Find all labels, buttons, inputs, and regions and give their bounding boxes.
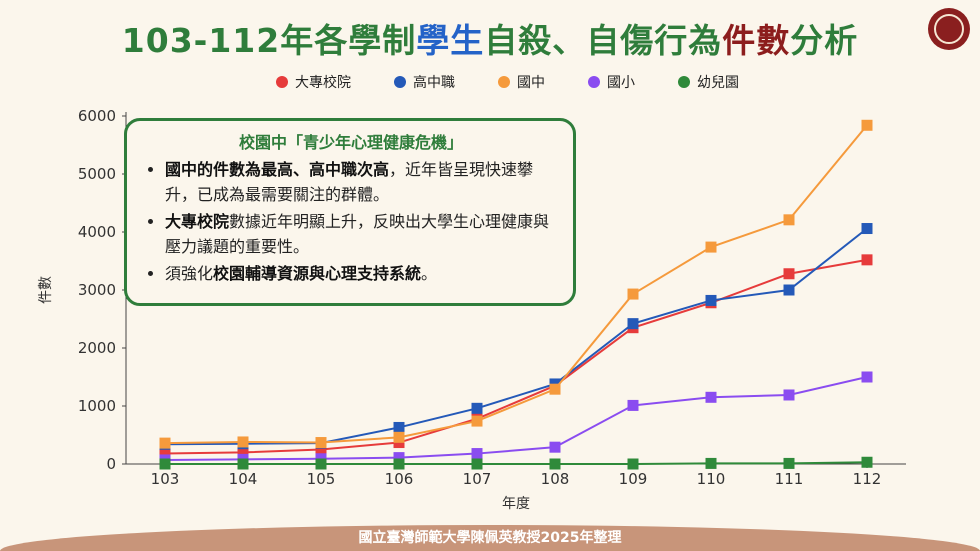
callout-list: 國中的件數為最高、高中職次高，近年皆呈現快速攀升，已成為最需要關注的群體。 大專… [143, 157, 559, 286]
series-line [164, 258, 868, 455]
data-point [237, 446, 249, 458]
data-point [705, 294, 717, 306]
data-point [861, 119, 873, 131]
data-point [393, 452, 405, 464]
data-point [549, 383, 561, 395]
data-point [705, 391, 717, 403]
callout-bullet-3-post: 。 [421, 264, 438, 283]
legend-marker [276, 76, 288, 88]
y-tick-label: 6000 [78, 107, 116, 125]
data-point [393, 458, 405, 470]
legend-label: 高中職 [413, 74, 455, 91]
title-part-5: 分析 [790, 21, 859, 60]
x-tick-label: 110 [697, 470, 726, 488]
data-point [627, 399, 639, 411]
data-point [861, 456, 873, 468]
title-part-2: 學生 [416, 21, 485, 60]
data-point [471, 415, 483, 427]
title-part-1: 103-112年各學制 [121, 21, 417, 60]
data-point [783, 457, 795, 469]
x-tick-label: 107 [463, 470, 492, 488]
university-seal-icon [928, 8, 970, 50]
data-point [471, 448, 483, 460]
legend-marker [394, 76, 406, 88]
data-point [159, 458, 171, 470]
data-point [471, 402, 483, 414]
x-tick-label: 108 [541, 470, 570, 488]
data-point [393, 421, 405, 433]
legend-label: 大專校院 [295, 74, 351, 91]
legend-label: 國中 [517, 75, 545, 91]
x-tick-label: 105 [307, 470, 336, 488]
y-tick-label: 2000 [78, 339, 116, 357]
data-point [549, 441, 561, 453]
title-part-4: 件數 [722, 21, 791, 60]
data-point [549, 458, 561, 470]
series-line [164, 227, 868, 446]
data-point [861, 223, 873, 235]
title-part-3: 自殺、自傷行為 [484, 21, 723, 60]
callout-bullet-1-bold: 國中的件數為最高、高中職次高 [165, 160, 390, 179]
seal-ring [934, 14, 964, 44]
data-point [315, 444, 327, 455]
data-point [627, 288, 639, 300]
legend-marker [588, 76, 600, 88]
data-point [471, 458, 483, 470]
data-point [315, 458, 327, 470]
callout-bullet-2: 大專校院數據近年明顯上升，反映出大學生心理健康與壓力議題的重要性。 [165, 209, 559, 259]
legend-label: 國小 [607, 75, 635, 91]
x-tick-label: 104 [229, 470, 258, 488]
y-tick-label: 1000 [78, 397, 116, 415]
x-tick-label: 111 [775, 470, 804, 488]
data-point [783, 268, 795, 280]
callout-bullet-3-bold: 校園輔導資源與心理支持系統 [213, 264, 422, 283]
data-point [783, 284, 795, 296]
callout-bullet-2-text: 數據近年明顯上升，反映出大學生心理健康與壓力議題的重要性。 [165, 212, 550, 256]
legend-marker [678, 76, 690, 88]
callout-box: 校園中「青少年心理健康危機」 國中的件數為最高、高中職次高，近年皆呈現快速攀升，… [124, 118, 576, 306]
data-point [783, 214, 795, 226]
footer-text: 國立臺灣師範大學陳佩英教授2025年整理 [358, 530, 622, 546]
y-tick-label: 5000 [78, 165, 116, 183]
callout-bullet-3-pre: 須強化 [165, 264, 214, 283]
series-line [165, 461, 868, 465]
callout-bullet-1: 國中的件數為最高、高中職次高，近年皆呈現快速攀升，已成為最需要關注的群體。 [165, 157, 559, 207]
series-line [164, 376, 868, 461]
data-point [705, 457, 717, 469]
callout-bullet-1-text: ，近年皆呈現快速攀升，已成為最需要關注的群體。 [165, 160, 534, 204]
callout-bullet-2-bold: 大專校院 [165, 212, 230, 231]
x-tick-label: 112 [853, 470, 882, 488]
y-tick-label: 4000 [78, 223, 116, 241]
y-axis-label: 件數 [38, 276, 54, 304]
data-point [627, 458, 639, 470]
page-title: 103-112年各學制學生自殺、自傷行為件數分析 [0, 14, 980, 62]
data-point [315, 437, 327, 449]
data-point [627, 318, 639, 330]
series-line [164, 124, 868, 445]
data-point [237, 436, 249, 448]
x-axis-label: 年度 [502, 496, 530, 512]
legend-marker [498, 76, 510, 88]
x-tick-label: 109 [619, 470, 648, 488]
data-point [159, 437, 171, 449]
y-tick-label: 3000 [78, 281, 116, 299]
x-tick-label: 106 [385, 470, 414, 488]
data-point [783, 389, 795, 401]
y-tick-label: 0 [106, 455, 116, 473]
data-point [861, 371, 873, 383]
callout-bullet-3: 須強化校園輔導資源與心理支持系統。 [165, 261, 559, 286]
x-tick-label: 103 [151, 470, 180, 488]
data-point [861, 254, 873, 266]
data-point [159, 448, 171, 460]
data-point [393, 431, 405, 443]
legend-label: 幼兒園 [697, 75, 739, 91]
data-point [705, 241, 717, 253]
callout-heading: 校園中「青少年心理健康危機」 [238, 133, 463, 152]
data-point [237, 458, 249, 470]
